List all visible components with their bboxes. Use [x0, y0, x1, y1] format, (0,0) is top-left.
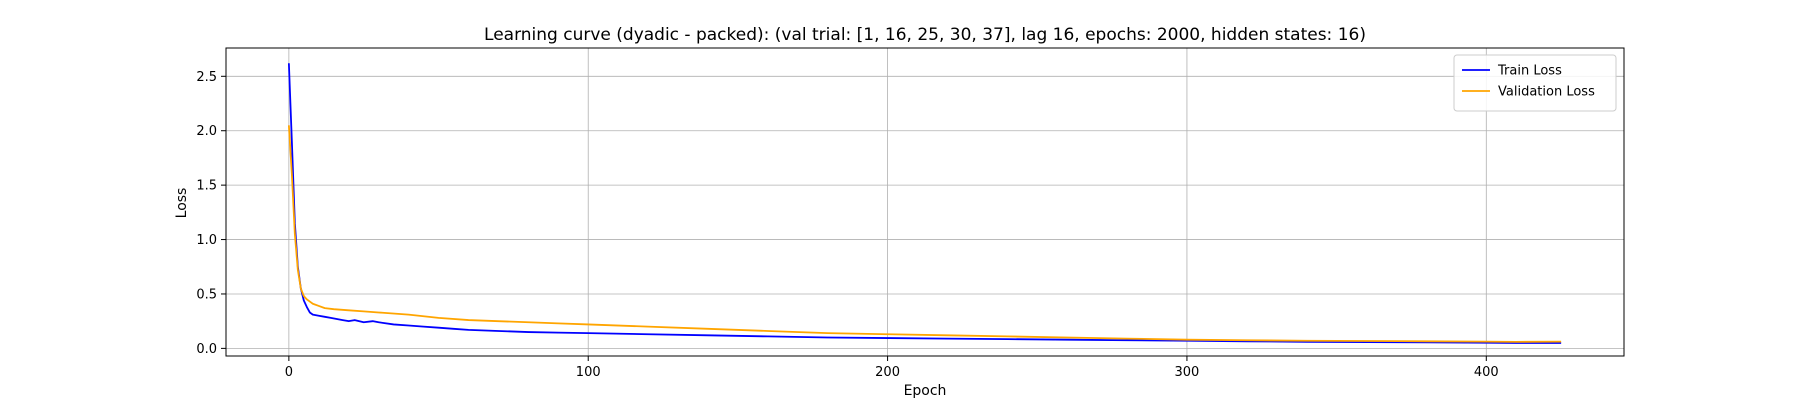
legend-label-train-loss: Train Loss — [1497, 64, 1562, 79]
y-axis-ticks: 0.0 0.5 1.0 1.5 2.0 2.5 — [196, 70, 226, 357]
x-tick-label: 400 — [1474, 365, 1499, 380]
chart-title: Learning curve (dyadic - packed): (val t… — [484, 25, 1366, 45]
y-tick-label: 0.5 — [196, 287, 217, 302]
x-tick-label: 300 — [1175, 365, 1200, 380]
series-lines — [287, 63, 1562, 344]
y-axis-label: Loss — [174, 188, 190, 219]
train-loss-line — [287, 63, 1562, 344]
x-tick-label: 100 — [576, 365, 601, 380]
x-axis-label: Epoch — [904, 383, 947, 399]
y-tick-label: 2.0 — [196, 124, 217, 139]
y-tick-label: 2.5 — [196, 70, 217, 85]
legend-label-validation-loss: Validation Loss — [1498, 85, 1595, 100]
x-axis-ticks: 0 100 200 300 400 — [285, 356, 1499, 380]
grid-lines — [226, 48, 1624, 356]
x-tick-label: 200 — [875, 365, 900, 380]
y-tick-label: 1.0 — [196, 233, 217, 248]
plot-area-frame — [225, 47, 1625, 357]
validation-loss-line — [287, 125, 1562, 343]
y-tick-label: 1.5 — [196, 179, 217, 194]
y-tick-label: 0.0 — [196, 342, 217, 357]
x-tick-label: 0 — [285, 365, 293, 380]
legend-box — [1453, 54, 1617, 112]
legend: Train Loss Validation Loss — [1453, 54, 1617, 112]
